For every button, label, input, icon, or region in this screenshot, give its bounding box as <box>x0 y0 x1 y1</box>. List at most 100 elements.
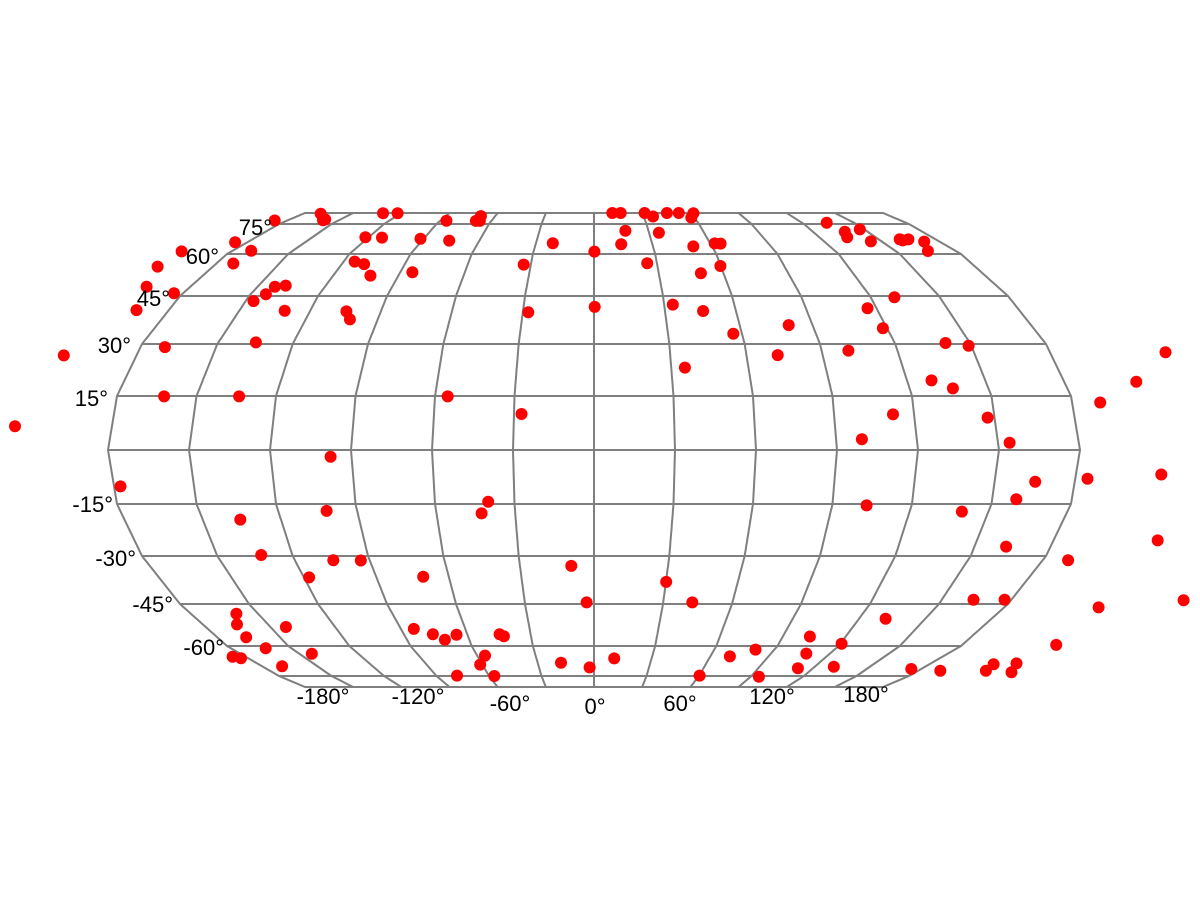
data-point <box>479 649 491 662</box>
data-point <box>438 633 451 646</box>
data-point <box>672 207 685 219</box>
graticule <box>106 212 1082 688</box>
data-point <box>327 554 340 567</box>
data-point <box>279 279 292 292</box>
data-point <box>998 593 1011 606</box>
data-point <box>473 214 486 227</box>
lat-tick-label: 75° <box>239 215 272 240</box>
lon-tick-label: 180° <box>843 682 889 707</box>
data-point <box>697 305 710 317</box>
data-point <box>686 596 699 609</box>
data-point <box>168 287 180 300</box>
meridian-line <box>268 212 402 688</box>
data-point <box>800 647 813 660</box>
data-point <box>752 670 765 683</box>
lon-tick-label: -120° <box>392 684 445 709</box>
latitude-tick-labels: 75° 60° 45°30° 15° -15° -30° -45° -60° <box>72 215 272 660</box>
meridian-line <box>641 212 677 688</box>
data-point <box>714 260 727 272</box>
data-point <box>229 236 242 249</box>
data-point <box>497 630 510 643</box>
data-point <box>864 235 877 248</box>
data-point <box>234 513 247 526</box>
meridian-line <box>834 212 1001 688</box>
data-point <box>391 207 404 220</box>
data-point <box>546 237 559 250</box>
data-point <box>835 637 848 650</box>
data-point <box>1155 468 1168 481</box>
data-point <box>608 652 621 665</box>
data-point <box>588 300 601 313</box>
lon-tick-label: -60° <box>490 691 531 716</box>
data-point <box>925 374 938 387</box>
data-point <box>981 411 994 424</box>
data-point <box>855 433 868 446</box>
data-point <box>226 650 239 663</box>
meridian-line <box>737 212 839 688</box>
data-point <box>887 408 899 421</box>
data-point <box>1003 436 1016 449</box>
data-point <box>443 234 456 247</box>
data-point <box>303 571 316 584</box>
data-point <box>555 656 567 669</box>
data-point <box>678 361 691 374</box>
data-point <box>451 669 463 682</box>
data-point <box>406 266 419 279</box>
meridian-line <box>349 212 451 688</box>
data-point <box>268 214 281 227</box>
data-point <box>175 245 188 258</box>
data-point <box>888 291 901 304</box>
data-point <box>249 336 262 349</box>
data-point <box>247 295 260 308</box>
data-point <box>879 612 892 625</box>
data-point <box>364 269 377 282</box>
data-point <box>939 337 952 349</box>
data-point <box>1151 534 1164 547</box>
lat-tick-label: -60° <box>183 635 224 660</box>
data-point <box>1094 396 1107 409</box>
data-point <box>967 593 980 606</box>
data-point <box>482 495 495 508</box>
meridian-line <box>430 212 499 688</box>
data-point <box>660 207 673 219</box>
data-point <box>9 420 21 433</box>
data-point <box>918 235 931 248</box>
data-point <box>417 570 430 583</box>
data-point <box>57 349 70 362</box>
data-point <box>305 647 318 660</box>
data-point <box>1010 493 1023 506</box>
data-point <box>259 642 272 655</box>
lat-tick-label: 30° <box>98 333 131 358</box>
data-point <box>158 390 171 403</box>
data-point <box>279 621 292 633</box>
data-point <box>230 607 243 620</box>
data-point <box>934 664 947 677</box>
data-point <box>583 661 596 674</box>
data-point <box>1010 657 1023 670</box>
meridian-line <box>689 212 758 688</box>
data-point <box>414 232 427 245</box>
data-point <box>791 662 804 675</box>
lat-tick-label: -30° <box>95 546 136 571</box>
data-point <box>259 288 272 301</box>
data-point <box>803 630 816 643</box>
data-point <box>771 349 784 362</box>
data-point <box>320 504 333 517</box>
data-point <box>358 258 371 271</box>
data-point <box>1005 666 1018 679</box>
data-point <box>348 255 361 268</box>
lat-tick-label: 15° <box>75 386 108 411</box>
data-point <box>1062 554 1075 567</box>
data-point <box>860 499 873 512</box>
data-point <box>693 669 706 682</box>
data-point <box>1159 346 1172 359</box>
data-point <box>1130 375 1143 388</box>
lon-tick-label: 120° <box>749 684 795 709</box>
data-point <box>1177 594 1190 607</box>
data-point <box>820 216 833 229</box>
data-point <box>962 339 975 352</box>
data-point <box>517 258 530 271</box>
lat-tick-label: -45° <box>132 592 173 617</box>
data-point <box>1029 475 1042 488</box>
data-point <box>158 341 171 354</box>
